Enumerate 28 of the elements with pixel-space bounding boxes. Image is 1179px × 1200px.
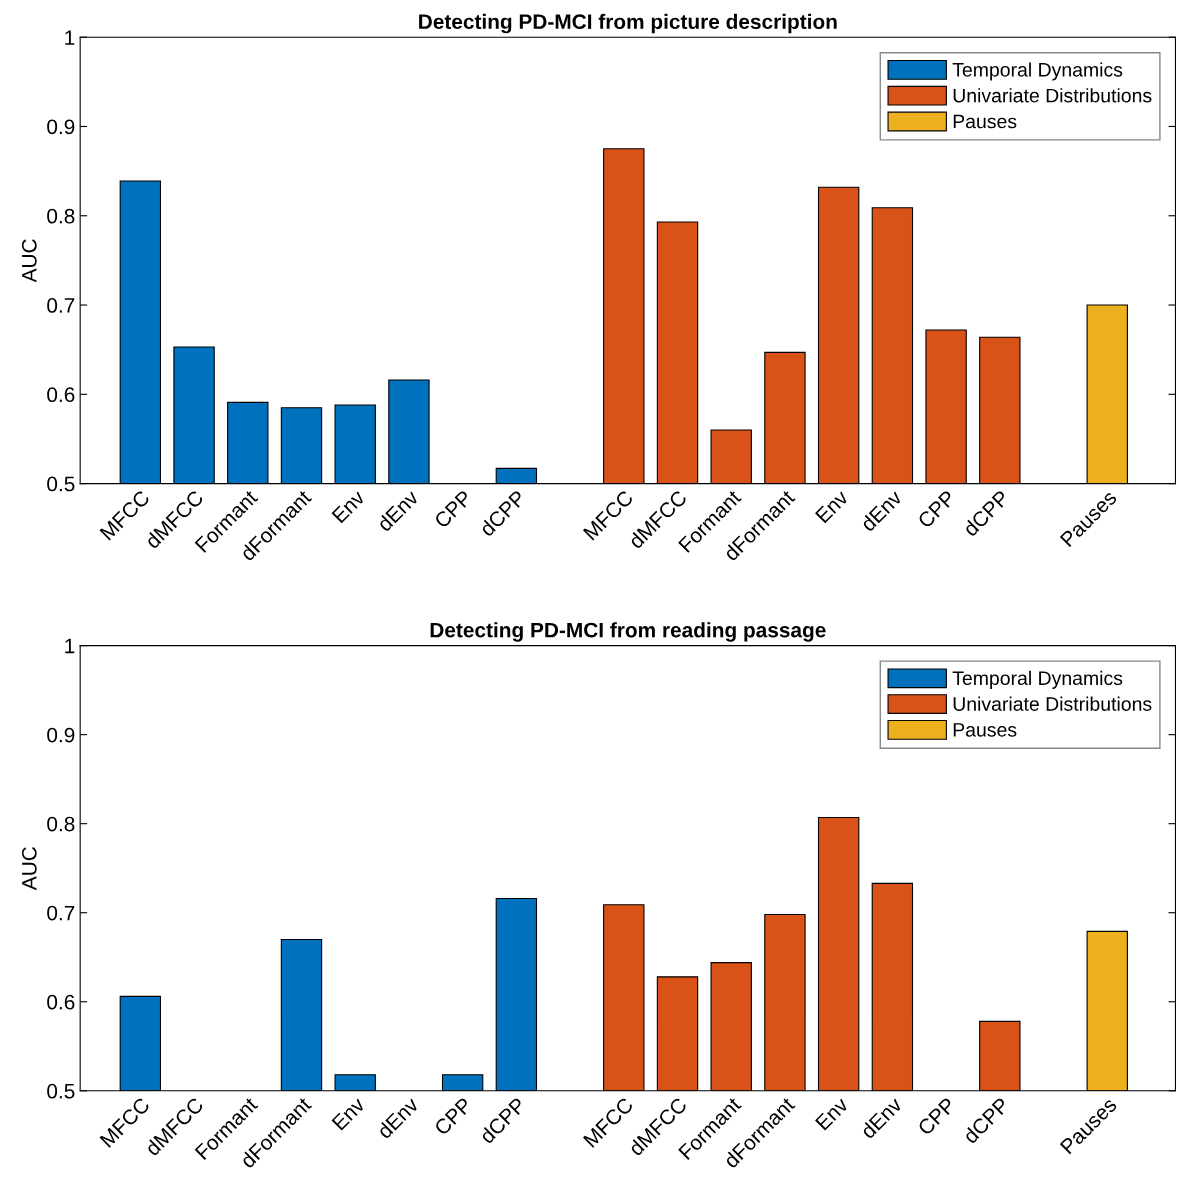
x-tick-label: CPP	[433, 489, 473, 529]
x-tick-label: Env	[331, 1096, 366, 1131]
x-tick-label: Env	[815, 1096, 850, 1131]
x-tick-label: CPP	[916, 489, 957, 529]
y-axis-title: AUC	[21, 847, 37, 891]
legend-label: Pauses	[953, 114, 1017, 129]
legend-label: Univariate Distributions	[953, 88, 1152, 103]
legend-label: Pauses	[953, 723, 1017, 737]
y-tick-label: 0.8	[47, 208, 75, 224]
y-tick-label: 0.9	[47, 119, 75, 135]
x-tick-label: Env	[815, 489, 850, 524]
y-tick-label: 1	[65, 638, 75, 654]
legend-label: Univariate Distributions	[953, 696, 1152, 711]
y-tick-label: 0.7	[47, 298, 75, 313]
legend-label: Temporal Dynamics	[952, 62, 1123, 81]
y-tick-label: 0.6	[47, 994, 75, 1010]
y-tick-label: 0.5	[47, 476, 75, 492]
y-tick-label: 0.5	[47, 1083, 75, 1099]
y-axis-title: AUC	[21, 239, 37, 283]
chart-title: Detecting PD-MCI from picture description	[419, 13, 837, 34]
y-tick-label: 0.9	[47, 727, 75, 743]
legend-label: Temporal Dynamics	[952, 670, 1123, 689]
chart-title: Detecting PD-MCI from reading passage	[430, 622, 826, 642]
y-tick-label: 0.8	[47, 816, 75, 832]
y-tick-label: 0.7	[47, 905, 75, 921]
x-tick-label: Env	[331, 489, 366, 524]
y-tick-label: 1	[65, 30, 75, 45]
y-tick-label: 0.6	[47, 387, 75, 403]
